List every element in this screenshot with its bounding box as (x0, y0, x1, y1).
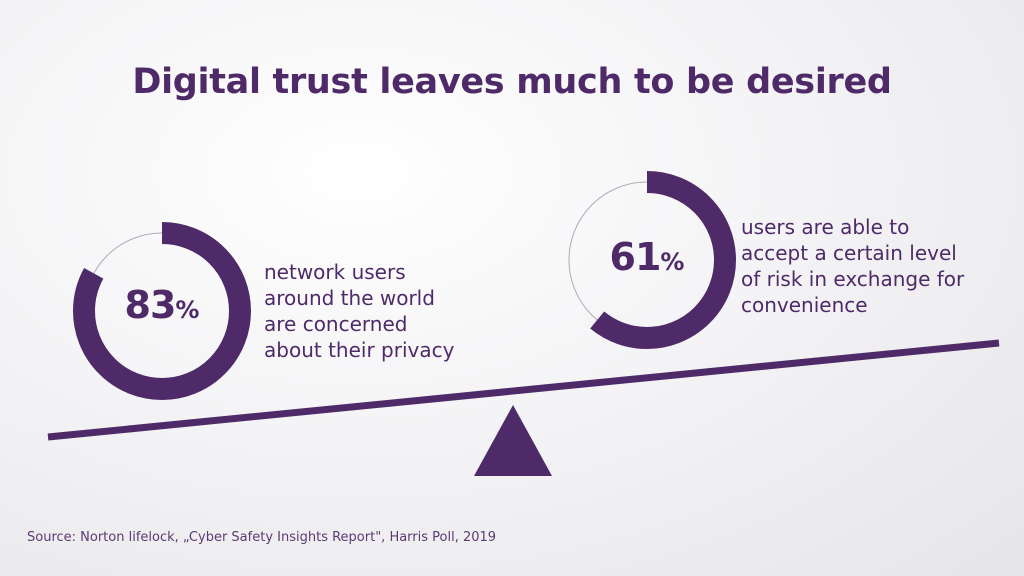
stat-83-unit: % (175, 296, 200, 324)
balance-fulcrum (474, 405, 552, 476)
stat-61-unit: % (660, 248, 685, 276)
stat-83-number: 83 (124, 283, 177, 327)
stat-61-description: users are able to accept a certain level… (741, 215, 965, 317)
stat-61-number: 61 (609, 235, 662, 279)
source-citation: Source: Norton lifelock, „Cyber Safety I… (27, 530, 497, 545)
stat-61-ring (558, 171, 736, 349)
stat-83-value: 83% (102, 283, 222, 327)
stat-83-description: network users around the world are conce… (264, 260, 455, 362)
slide-title: Digital trust leaves much to be desired (132, 62, 892, 102)
stat-61-ring-progress (558, 171, 736, 349)
stat-61-value: 61% (587, 235, 707, 279)
